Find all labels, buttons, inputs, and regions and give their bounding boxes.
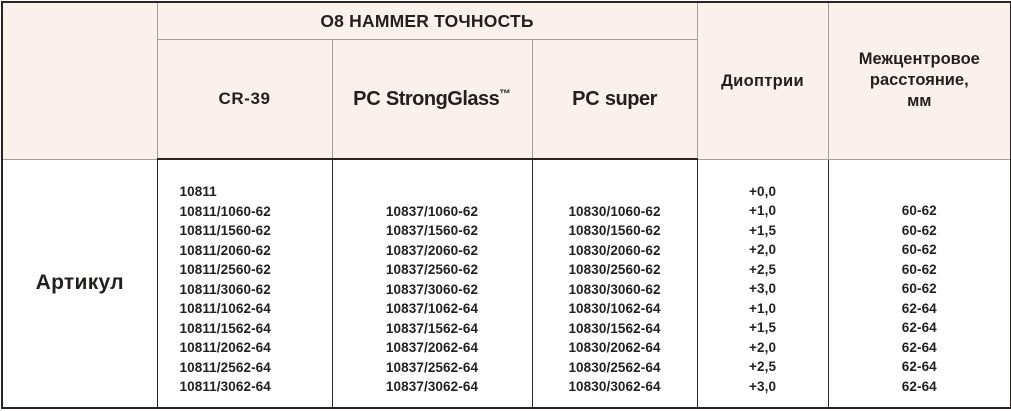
list-item: 10830/2060-62 [568, 242, 661, 258]
list-item: 10811/1562-64 [179, 320, 271, 336]
header-cr39: CR-39 [156, 39, 333, 160]
header-diopters: Диоптрии [696, 1, 829, 160]
list-item: 10830/3060-62 [568, 281, 661, 297]
list-item: 10811/3060-62 [179, 281, 271, 297]
header-pupillary-distance: Межцентровое расстояние, мм [827, 1, 1011, 160]
list-item [829, 182, 1011, 202]
list-item: 10837/1062-64 [385, 301, 479, 317]
list-item: 60-62 [901, 203, 937, 219]
list-item: 62-64 [901, 378, 937, 394]
list-item: 10837/1560-62 [385, 223, 479, 239]
list-item: 10830/1060-62 [568, 203, 661, 219]
list-item: 10811/2562-64 [179, 359, 271, 375]
list-item: +2,0 [749, 339, 777, 355]
list-item: 10811/2062-64 [179, 340, 271, 356]
header-strongglass-name: StrongGlass [385, 87, 500, 110]
list-item: 10811/2060-62 [179, 242, 271, 258]
table-row: Артикул 10811 10811/1060-62 10811/1560-62 1… [1, 158, 1011, 409]
list-item: 10837/3062-64 [385, 379, 479, 395]
list-item: 10830/1062-64 [568, 301, 661, 317]
list-pc-super: 10830/1060-62 10830/1560-62 10830/2060-62 1… [533, 160, 697, 397]
list-item: +2,5 [749, 359, 777, 375]
list-item: 10837/2062-64 [385, 340, 479, 356]
list-strongglass: 10837/1060-62 10837/1560-62 10837/2060-62 1… [333, 160, 532, 397]
trademark-icon: ™ [499, 87, 511, 101]
header-pd-text: Межцентровое расстояние, мм [858, 49, 980, 111]
list-item: +2,0 [749, 242, 777, 258]
list-item: 60-62 [901, 222, 937, 238]
list-item: 60-62 [901, 242, 937, 258]
list-item: +1,0 [749, 203, 777, 219]
list-item: +0,0 [749, 183, 777, 199]
list-pupillary-distance: 60-62 60-62 60-62 60-62 60-62 62-64 62-64 62-64… [829, 160, 1011, 397]
list-item: 10830/1562-64 [568, 320, 661, 336]
table-body: Артикул 10811 10811/1060-62 10811/1560-62 1… [1, 158, 1011, 409]
list-item: +3,0 [749, 378, 777, 394]
list-item: 10830/1560-62 [568, 223, 661, 239]
list-item [333, 182, 532, 202]
list-item: 10811/1062-64 [179, 301, 271, 317]
cell-column-pc-super: 10830/1060-62 10830/1560-62 10830/2060-62 1… [531, 158, 698, 409]
list-diopters: +0,0 +1,0 +1,5 +2,0 +2,5 +3,0 +1,0 +1,5 +2,0 +2,5… [698, 160, 828, 397]
header-pc-super-prefix: PC [572, 87, 605, 110]
cell-column-pd: 60-62 60-62 60-62 60-62 60-62 62-64 62-64 62-64… [827, 158, 1011, 409]
list-item: 10830/2562-64 [568, 359, 661, 375]
list-item: 10811 [179, 184, 217, 199]
cell-column-cr39: 10811 10811/1060-62 10811/1560-62 10811/206… [156, 158, 333, 409]
list-item: +1,5 [749, 320, 777, 336]
list-item: 10837/1562-64 [385, 320, 479, 336]
header-row-columns: CR-39 PC StrongGlass™ PC super [2, 39, 1011, 160]
cell-column-strongglass: 10837/1060-62 10837/1560-62 10837/2060-62 1… [331, 158, 533, 409]
list-item: +1,0 [749, 300, 777, 316]
header-strongglass: PC StrongGlass™ [331, 39, 533, 160]
header-corner-blank [1, 1, 158, 160]
list-item: 10837/3060-62 [385, 281, 479, 297]
list-item: +2,5 [749, 261, 777, 277]
list-item: 60-62 [901, 281, 937, 297]
header-row-group: O8 HAMMER ТОЧНОСТЬ Диоптрии Межцентровое… [1, 1, 1011, 160]
list-item: 10837/2060-62 [385, 242, 479, 258]
list-item: 10830/2062-64 [568, 340, 661, 356]
row-label-artikul: Артикул [1, 158, 158, 409]
header-strongglass-prefix: PC [353, 87, 386, 110]
table-header: O8 HAMMER ТОЧНОСТЬ Диоптрии Межцентровое… [1, 1, 1011, 160]
list-item: 62-64 [901, 359, 937, 375]
list-item: 10837/2562-64 [385, 359, 479, 375]
list-item: +1,5 [749, 222, 777, 238]
header-pc-super-name: super [604, 87, 657, 110]
list-item: 10811/3062-64 [179, 379, 271, 395]
list-item: 62-64 [901, 339, 937, 355]
list-item: +3,0 [749, 281, 777, 297]
list-item: 60-62 [901, 261, 937, 277]
header-brand-group: O8 HAMMER ТОЧНОСТЬ [156, 1, 698, 40]
cell-column-diopters: +0,0 +1,0 +1,5 +2,0 +2,5 +3,0 +1,0 +1,5 +2,0 +2,5… [696, 158, 829, 409]
list-item: 10811/1060-62 [179, 203, 271, 219]
list-item: 10830/3062-64 [568, 379, 661, 395]
list-item: 62-64 [901, 320, 937, 336]
list-cr39: 10811 10811/1060-62 10811/1560-62 10811/206… [158, 160, 332, 397]
list-item: 10837/2560-62 [385, 262, 479, 278]
header-pc-super: PC super [531, 39, 698, 160]
list-item: 10811/1560-62 [179, 223, 271, 239]
list-item [533, 182, 697, 202]
list-item: 10837/1060-62 [385, 203, 479, 219]
list-item: 62-64 [901, 300, 937, 316]
list-item: 10811/2560-62 [179, 262, 271, 278]
list-item: 10830/2560-62 [568, 262, 661, 278]
